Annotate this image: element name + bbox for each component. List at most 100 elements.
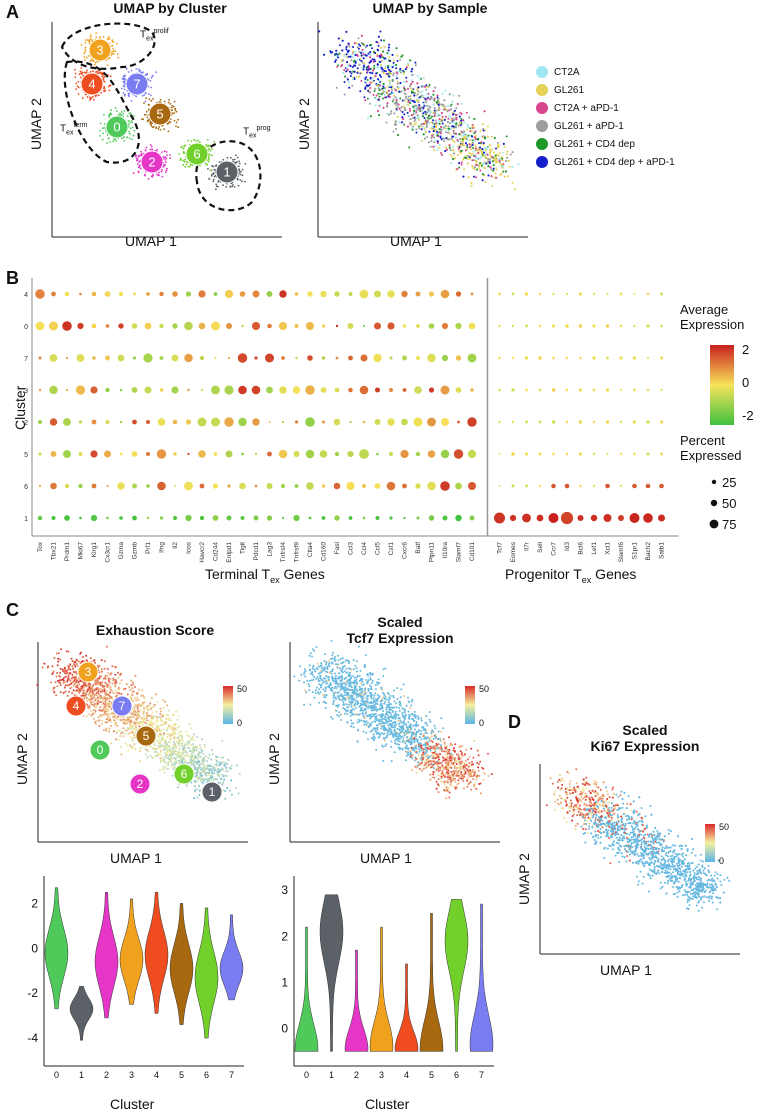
dot: [455, 355, 462, 361]
dot: [660, 452, 663, 456]
dot: [227, 356, 231, 360]
dot: [645, 483, 651, 489]
dot: [619, 388, 623, 392]
dot: [159, 388, 164, 392]
gene-tick: Il7r: [524, 541, 531, 551]
dot: [578, 420, 583, 424]
gene-tick: Tbx21: [51, 542, 58, 560]
violin-7: [469, 903, 494, 1052]
dot: [119, 420, 123, 424]
dot: [320, 290, 327, 298]
dot: [619, 452, 623, 456]
dot: [64, 291, 70, 297]
dot: [536, 514, 544, 522]
dot: [347, 450, 354, 458]
dot: [402, 355, 407, 361]
dot: [348, 516, 353, 520]
dot: [104, 291, 111, 297]
dot: [605, 388, 610, 392]
dot: [375, 516, 380, 520]
dot: [172, 291, 178, 297]
gene-dotplot: 4 0 7 3 2 5 6 1 Tox Tbx21 Prdm1 Mki67 Klrg1 Cx3cr1 Gzm…: [24, 278, 679, 563]
dot: [254, 452, 258, 456]
sample-legend-item: GL261 + aPD-1: [536, 120, 624, 132]
gene-tick: Icos: [186, 541, 193, 554]
tcf7-xlabel: UMAP 1: [360, 850, 412, 866]
cluster-tick: 5: [24, 452, 28, 459]
dot: [457, 420, 460, 424]
dot: [199, 355, 205, 361]
umap-cluster-title: UMAP by Cluster: [113, 0, 227, 16]
dot: [333, 482, 341, 490]
dot: [428, 291, 435, 297]
violin-2: [94, 891, 119, 1019]
dot: [538, 420, 542, 424]
colorbar-rect: [465, 686, 475, 724]
dot: [225, 450, 233, 458]
dot: [468, 482, 476, 490]
colorbar-rect: [705, 824, 715, 862]
dot: [632, 420, 637, 424]
dot: [197, 417, 207, 427]
dot: [212, 483, 219, 489]
dot: [321, 516, 326, 520]
dot: [619, 356, 623, 360]
dot: [660, 292, 663, 296]
violin-xtick: 7: [229, 1070, 234, 1080]
dot: [577, 515, 584, 521]
dot: [253, 515, 259, 521]
gene-tick: Cd160: [321, 542, 328, 562]
dot: [511, 324, 515, 328]
dot: [646, 292, 650, 296]
dot: [320, 387, 327, 393]
dot: [254, 484, 258, 488]
violin-xtick: 1: [79, 1070, 84, 1080]
dot: [522, 513, 531, 523]
dot: [239, 291, 246, 297]
gene-tick: Ptpn11: [429, 542, 436, 563]
gene-tick: Slamf6: [618, 542, 625, 563]
dot: [37, 515, 43, 521]
dot: [538, 388, 542, 392]
gene-tick: Pdcd1: [253, 542, 260, 561]
dot: [440, 385, 450, 395]
colorbar-tick: 50: [719, 822, 729, 832]
gene-tick: Havcr2: [199, 542, 206, 563]
dotplot-progenitor-label: Progenitor Tex Genes: [505, 566, 637, 585]
dot: [374, 290, 381, 298]
gene-tick: Satb1: [659, 542, 666, 559]
dot: [347, 323, 354, 329]
dot: [77, 322, 84, 330]
dot: [659, 483, 664, 489]
dot: [132, 419, 137, 425]
dot: [416, 516, 420, 520]
pct-expressed-legend: 25 50 75: [709, 475, 736, 532]
dot: [440, 289, 450, 299]
gene-tick: Ccl4: [361, 542, 368, 555]
dot: [64, 515, 70, 521]
dot: [49, 321, 58, 331]
dot: [428, 515, 435, 521]
dot: [646, 388, 650, 392]
dot: [281, 356, 285, 360]
legend-swatch: [536, 66, 548, 78]
dot: [565, 324, 569, 328]
legend-swatch: [536, 120, 548, 132]
violin-ytick: 3: [281, 883, 288, 897]
cluster-tick: 6: [24, 484, 28, 491]
cluster-tick: 1: [24, 516, 28, 523]
ki67-ylabel: UMAP 2: [516, 853, 532, 905]
dot: [565, 356, 569, 360]
prolif-outline: [60, 22, 156, 70]
dot: [239, 482, 246, 490]
dot: [552, 452, 555, 456]
dot: [346, 481, 355, 491]
colorbar-tick: 0: [719, 856, 724, 866]
dot: [525, 484, 528, 488]
dot: [295, 356, 298, 360]
dot: [305, 449, 315, 459]
dot: [159, 291, 164, 297]
dot: [511, 484, 515, 488]
dot: [321, 356, 326, 360]
dot: [416, 324, 420, 328]
